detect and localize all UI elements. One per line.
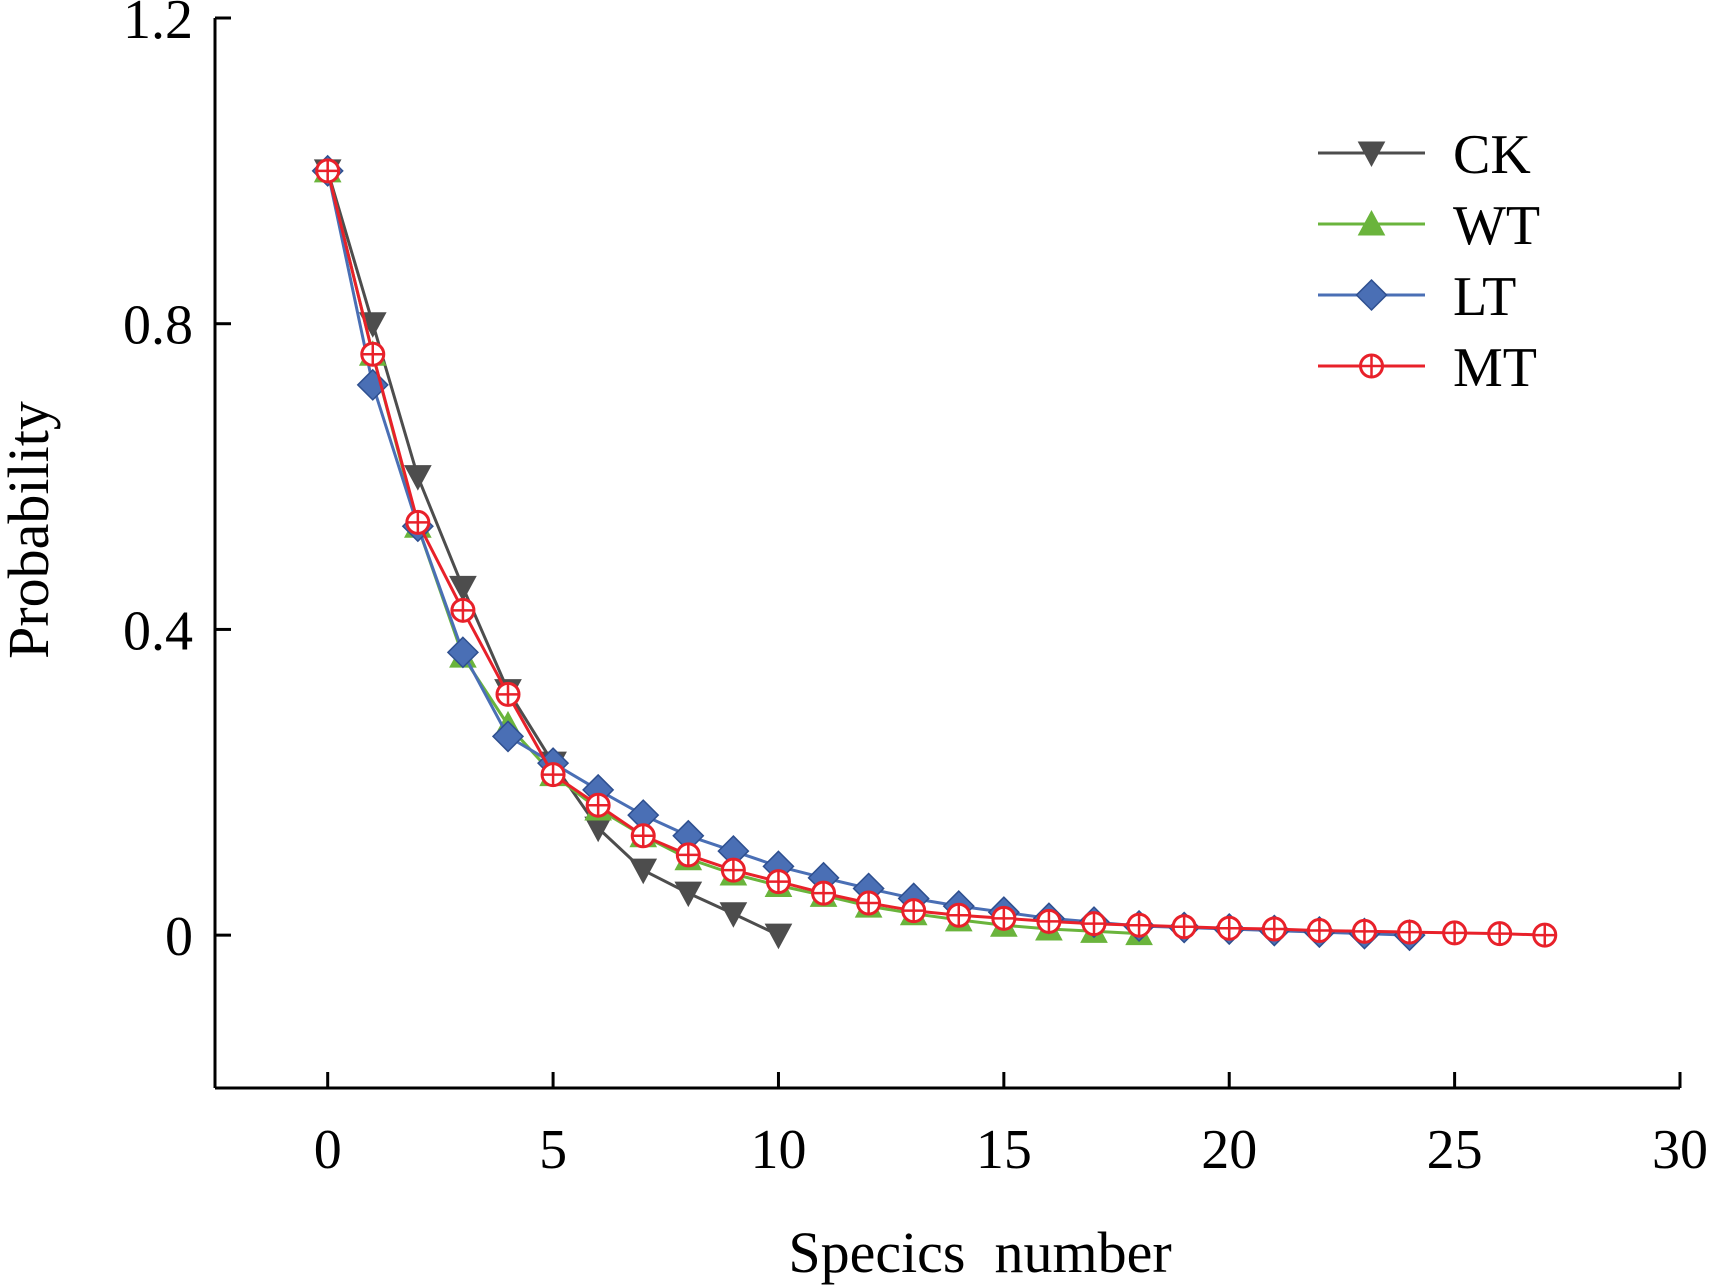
- x-tick-label: 25: [1427, 1119, 1483, 1181]
- legend-label-mt: MT: [1453, 337, 1537, 399]
- data-point-mt: [1036, 908, 1062, 934]
- data-point-mt: [856, 890, 882, 916]
- data-point-mt: [1532, 922, 1558, 948]
- data-point-mt: [1442, 920, 1468, 946]
- data-point-mt: [765, 869, 791, 895]
- series-lt: [311, 154, 1426, 952]
- axes: [213, 18, 1680, 1090]
- data-point-ck: [719, 902, 748, 928]
- data-point-mt: [991, 905, 1017, 931]
- legend-item-wt: WT: [1318, 195, 1540, 257]
- data-point-lt: [446, 636, 479, 669]
- data-point-mt: [811, 880, 837, 906]
- x-ticks: 0 5 10 15 20 25 30: [314, 1072, 1708, 1181]
- data-point-ck: [764, 923, 793, 950]
- x-tick-label: 30: [1652, 1119, 1708, 1181]
- x-axis-title: Specics number: [788, 1220, 1171, 1285]
- legend-label-ck: CK: [1453, 124, 1531, 186]
- y-tick-label: 0: [165, 906, 193, 968]
- legend-label-lt: LT: [1453, 266, 1516, 328]
- legend-marker-wt: [1357, 209, 1386, 236]
- data-point-mt: [1351, 918, 1377, 944]
- data-point-mt: [405, 509, 431, 535]
- data-point-ck: [449, 575, 477, 602]
- y-ticks: 0 0.4 0.8 1.2: [123, 0, 231, 968]
- x-tick-label: 20: [1201, 1119, 1257, 1181]
- data-point-mt: [1487, 921, 1513, 947]
- series-line-ck: [326, 170, 780, 937]
- series-line-lt: [326, 170, 1410, 937]
- series-wt: [313, 156, 1153, 946]
- data-point-mt: [1397, 919, 1423, 945]
- data-point-mt: [1216, 915, 1242, 941]
- legend: CK WT LT MT: [1318, 124, 1540, 399]
- y-axis-title: Probability: [0, 401, 61, 659]
- y-tick-label: 0.4: [123, 600, 193, 662]
- data-point-mt: [1171, 914, 1197, 940]
- series-layer: [311, 154, 1558, 952]
- data-point-mt: [450, 597, 476, 623]
- x-tick-label: 0: [314, 1119, 342, 1181]
- x-tick-label: 5: [539, 1119, 567, 1181]
- x-tick-label: 10: [750, 1119, 806, 1181]
- y-tick-label: 0.8: [123, 295, 193, 357]
- y-tick-label: 1.2: [123, 0, 193, 51]
- series-line-mt: [326, 170, 1545, 937]
- data-point-mt: [495, 681, 521, 707]
- legend-item-lt: LT: [1318, 266, 1516, 328]
- data-point-ck: [629, 858, 658, 885]
- data-point-ck: [404, 465, 432, 491]
- data-point-mt: [901, 898, 927, 924]
- legend-item-mt: MT: [1318, 337, 1537, 399]
- data-point-mt: [1126, 912, 1152, 938]
- data-point-mt: [1306, 918, 1332, 944]
- data-point-ck: [674, 881, 703, 908]
- legend-label-wt: WT: [1453, 195, 1540, 257]
- data-point-mt: [360, 341, 386, 367]
- data-point-mt: [540, 762, 566, 788]
- data-point-mt: [720, 857, 746, 883]
- data-point-mt: [946, 902, 972, 928]
- legend-marker-mt: [1359, 353, 1384, 379]
- legend-marker-lt: [1355, 278, 1388, 312]
- series-ck: [313, 159, 793, 950]
- data-point-mt: [675, 842, 701, 868]
- x-tick-label: 15: [976, 1119, 1032, 1181]
- legend-item-ck: CK: [1318, 124, 1531, 186]
- data-point-mt: [315, 158, 341, 184]
- data-point-mt: [585, 792, 611, 818]
- data-point-mt: [1081, 911, 1107, 937]
- data-point-lt: [491, 720, 525, 753]
- data-point-mt: [1261, 916, 1287, 942]
- legend-marker-ck: [1357, 141, 1386, 168]
- series-mt: [315, 158, 1558, 948]
- data-point-mt: [630, 823, 656, 849]
